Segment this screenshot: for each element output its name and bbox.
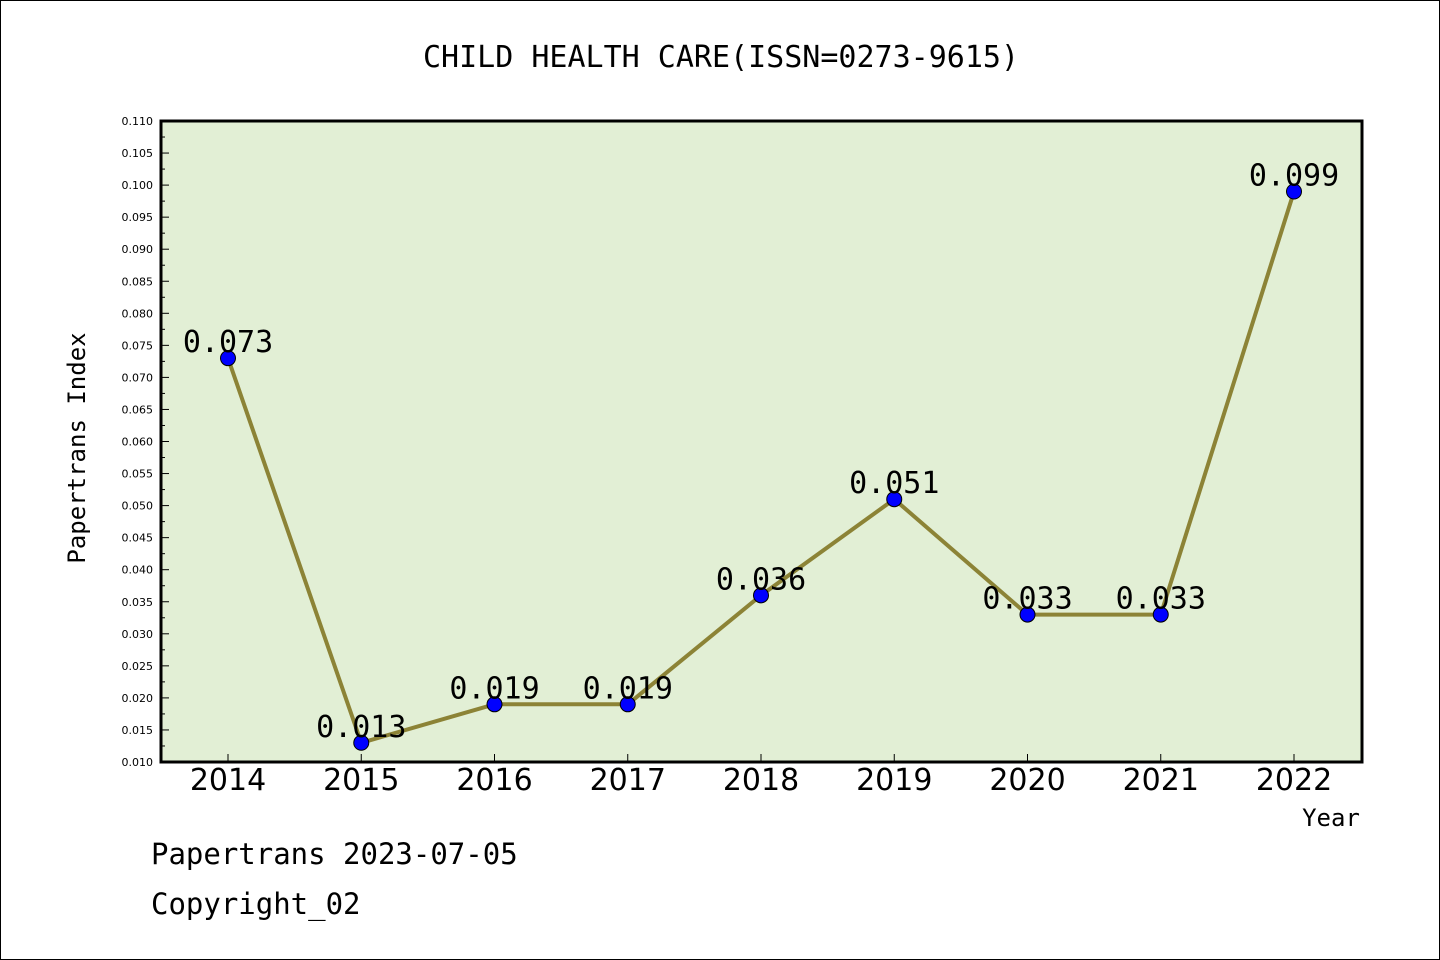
y-tick-label: 0.090 [122, 243, 154, 256]
y-tick-label: 0.060 [122, 436, 154, 449]
data-label: 0.036 [716, 562, 806, 597]
y-tick-label: 0.055 [122, 468, 154, 481]
y-tick-label: 0.110 [122, 115, 154, 128]
data-label: 0.019 [449, 671, 539, 706]
x-axis: 2014 2015 2016 2017 2018 2019 2020 2021 2022 [190, 754, 1332, 798]
x-tick-label: 2018 [723, 763, 799, 798]
x-tick-label: 2021 [1123, 763, 1199, 798]
y-tick-label: 0.050 [122, 500, 154, 513]
data-label: 0.033 [1116, 582, 1206, 617]
data-point-marker [886, 491, 903, 508]
y-axis: 0.010 0.015 0.020 0.025 0.030 0.035 0.040 0.045… [122, 115, 169, 769]
y-tick-label: 0.075 [122, 339, 154, 352]
y-tick-label: 0.020 [122, 692, 154, 705]
y-axis-label: Papertrans Index [63, 332, 91, 563]
x-tick-label: 2017 [590, 763, 666, 798]
data-label: 0.051 [849, 466, 939, 501]
y-tick-label: 0.080 [122, 307, 154, 320]
y-tick-label: 0.040 [122, 564, 154, 577]
data-point-marker [486, 696, 503, 713]
y-tick-label: 0.085 [122, 275, 154, 288]
y-tick-label: 0.100 [122, 179, 154, 192]
plot-frame [159, 119, 1364, 764]
data-label: 0.033 [982, 582, 1072, 617]
data-point-marker [619, 696, 636, 713]
y-tick-label: 0.030 [122, 628, 154, 641]
x-axis-label: Year [1302, 804, 1360, 832]
y-tick-label: 0.010 [122, 756, 154, 769]
data-point-marker [753, 587, 769, 604]
y-tick-label: 0.025 [122, 660, 154, 673]
data-markers [220, 183, 1302, 751]
data-label: 0.013 [316, 710, 406, 745]
data-point-marker [1286, 183, 1302, 200]
data-point-marker [353, 734, 370, 751]
data-point-marker [220, 350, 236, 367]
x-tick-label: 2014 [190, 763, 266, 798]
data-point-marker [1019, 606, 1036, 623]
x-tick-label: 2020 [989, 763, 1065, 798]
y-tick-label: 0.095 [122, 211, 154, 224]
data-labels: 0.073 0.013 0.019 0.019 0.036 0.051 0.033 0.033… [183, 159, 1339, 745]
plot-area [161, 121, 1362, 762]
x-tick-label: 2022 [1256, 763, 1332, 798]
footer-date: Papertrans 2023-07-05 [151, 837, 518, 871]
data-label: 0.099 [1249, 159, 1339, 194]
y-tick-label: 0.015 [122, 724, 154, 737]
y-tick-label: 0.065 [122, 403, 154, 416]
y-tick-label: 0.105 [122, 147, 154, 160]
data-point-marker [1152, 606, 1169, 623]
x-tick-label: 2019 [856, 763, 932, 798]
data-label: 0.073 [183, 325, 273, 360]
y-tick-label: 0.045 [122, 532, 154, 545]
chart-title: CHILD HEALTH CARE(ISSN=0273-9615) [423, 40, 1019, 75]
footer-copyright: Copyright_02 [151, 887, 361, 921]
y-tick-label: 0.035 [122, 596, 154, 609]
y-tick-label: 0.070 [122, 371, 154, 384]
x-tick-label: 2015 [323, 763, 399, 798]
data-label: 0.019 [583, 671, 673, 706]
x-tick-label: 2016 [456, 763, 532, 798]
